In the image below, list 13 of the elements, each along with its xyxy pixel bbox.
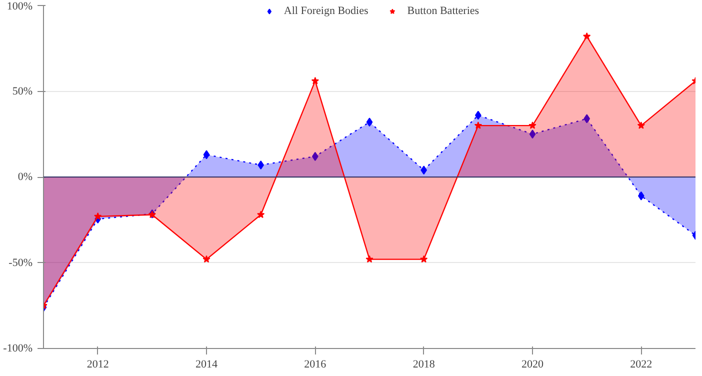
legend-label: All Foreign Bodies (284, 5, 368, 17)
y-tick-label: 100% (6, 0, 33, 12)
y-tick-label: -100% (3, 342, 32, 354)
y-tick-label: 50% (12, 85, 33, 98)
y-tick-label: 0% (18, 171, 33, 183)
x-tick-label: 2018 (412, 358, 436, 370)
x-tick-label: 2016 (304, 358, 327, 370)
y-tick-label: -50% (8, 256, 32, 269)
x-tick-label: 2012 (86, 358, 109, 370)
x-tick-label: 2014 (196, 358, 218, 370)
x-tick-label: 2020 (522, 358, 544, 370)
x-tick-label: 2022 (630, 358, 652, 370)
legend-label: Button Batteries (407, 5, 480, 17)
